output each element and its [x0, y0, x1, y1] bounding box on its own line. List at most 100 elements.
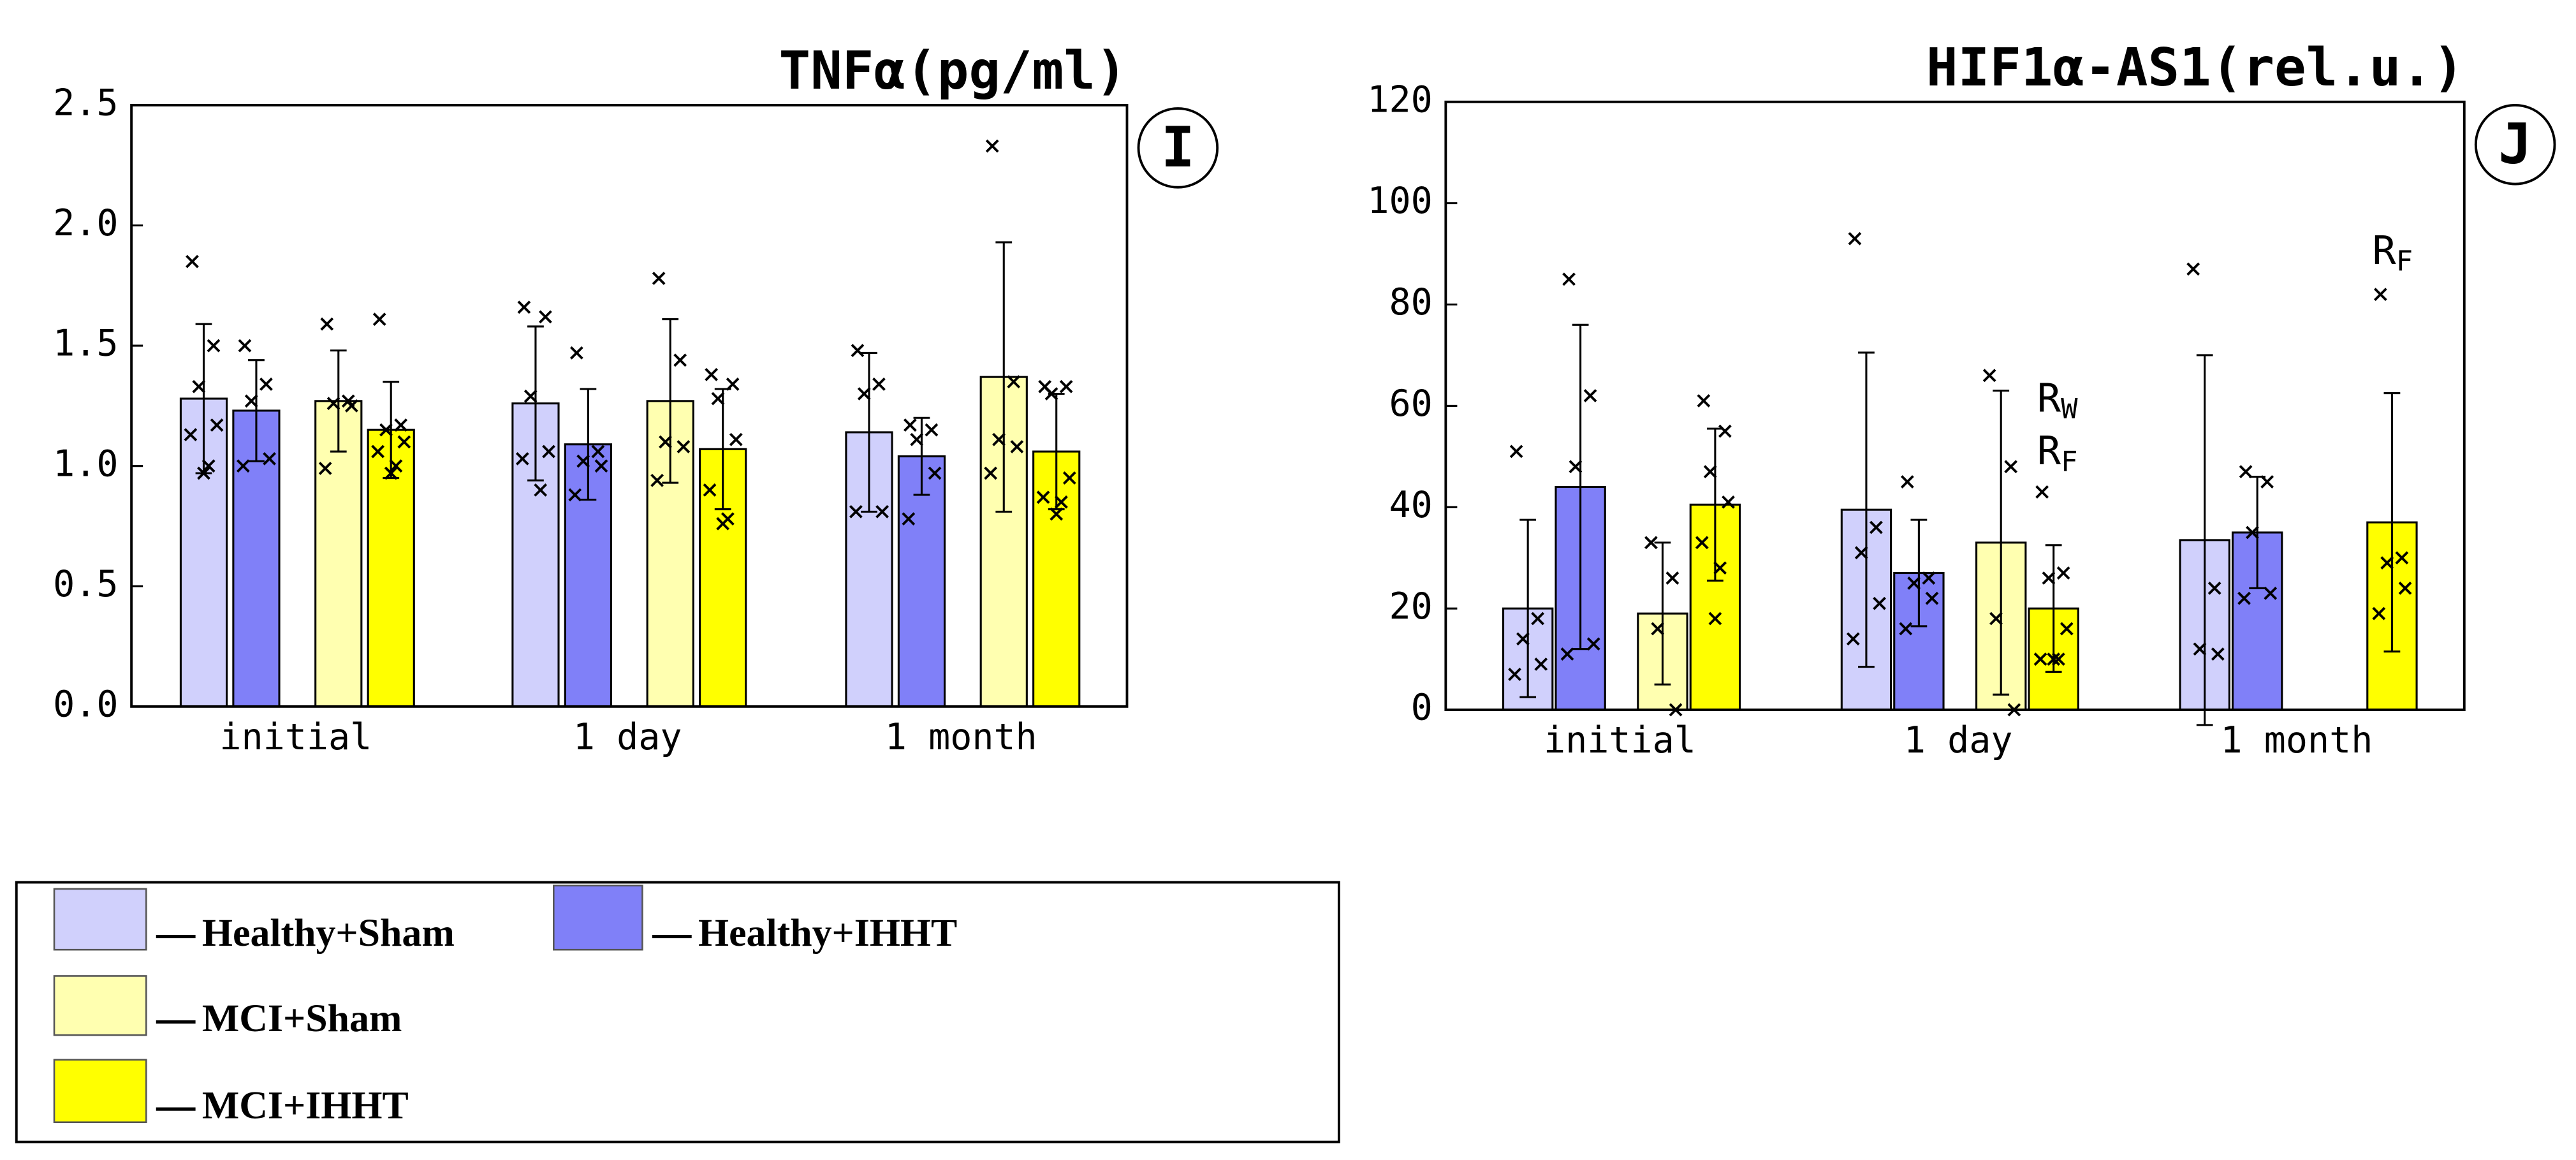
data-point: [726, 378, 740, 391]
panel-circle: [2474, 103, 2556, 186]
data-point: [1059, 379, 1073, 393]
data-point: [1062, 471, 1076, 485]
data-point: [517, 300, 531, 314]
data-point: [1722, 495, 1735, 509]
y-tick-label: 120: [1367, 78, 1432, 121]
data-point: [260, 378, 273, 391]
annotation-sub: F: [2396, 245, 2413, 277]
data-point: [192, 379, 206, 393]
data-point: [539, 310, 552, 324]
x-tick-label: 1 day: [573, 716, 682, 758]
data-point: [673, 353, 687, 367]
error-bar: [662, 318, 679, 484]
data-point: [659, 435, 672, 449]
annotation-sub: F: [2061, 446, 2077, 478]
data-point: [534, 483, 548, 497]
data-point: [2056, 566, 2070, 580]
data-point: [1922, 571, 1936, 585]
legend-swatch: [553, 885, 643, 951]
data-point: [1713, 561, 1727, 575]
error-bar: [2045, 544, 2062, 673]
y-tick-label: 100: [1367, 180, 1432, 222]
error-bar: [1858, 351, 1875, 668]
data-point: [379, 423, 393, 437]
data-point: [2047, 652, 2061, 666]
annotation: RF: [2373, 228, 2413, 277]
data-point: [851, 344, 865, 358]
data-point: [1697, 394, 1711, 407]
data-point: [568, 488, 582, 502]
y-tick-label: 0.5: [53, 563, 118, 605]
data-point: [1044, 387, 1058, 400]
annotation-label: R: [2373, 228, 2397, 274]
error-bar: [2383, 392, 2401, 653]
data-point: [1509, 444, 1523, 459]
data-point: [992, 432, 1006, 446]
data-point: [2035, 485, 2049, 499]
data-point: [2239, 465, 2253, 479]
legend-label: MCI+IHHT: [202, 1083, 409, 1127]
data-point: [1516, 632, 1530, 646]
data-point: [1586, 637, 1600, 651]
data-point: [1899, 622, 1913, 636]
data-point: [1873, 596, 1886, 610]
data-point: [184, 428, 198, 442]
error-bar: [1519, 518, 1537, 698]
data-point: [1055, 495, 1068, 509]
data-point: [1644, 536, 1658, 550]
data-point: [1508, 668, 1521, 681]
data-point: [703, 483, 717, 497]
data-point: [1534, 657, 1548, 671]
data-point: [1695, 536, 1709, 550]
legend-box: [15, 881, 1340, 1143]
data-point: [186, 254, 199, 268]
data-point: [542, 444, 555, 459]
data-point: [705, 367, 719, 381]
data-point: [1007, 375, 1021, 389]
data-point: [1651, 622, 1665, 636]
annotation-sub: W: [2061, 393, 2078, 425]
data-point: [984, 466, 998, 480]
data-point: [902, 512, 916, 526]
data-point: [318, 462, 332, 475]
data-point: [591, 444, 605, 459]
data-point: [2193, 642, 2207, 656]
data-point: [1718, 424, 1732, 438]
y-tick-label: 0.0: [53, 684, 118, 726]
data-point: [1907, 576, 1921, 590]
legend-label: Healthy+IHHT: [698, 911, 957, 955]
data-point: [2060, 622, 2074, 636]
data-point: [2374, 288, 2387, 302]
data-point: [515, 452, 529, 466]
data-point: [1870, 520, 1883, 534]
data-point: [875, 504, 889, 518]
data-point: [857, 387, 871, 400]
data-point: [650, 473, 664, 487]
data-point: [652, 272, 666, 285]
data-point: [197, 466, 210, 480]
data-point: [2033, 652, 2047, 666]
plot-frame: [130, 103, 1129, 708]
data-point: [2186, 262, 2200, 276]
error-bar: [1572, 323, 1589, 650]
data-point: [523, 389, 538, 403]
x-tick-label: 1 month: [885, 716, 1037, 758]
data-point: [1846, 632, 1860, 646]
y-tick-label: 60: [1389, 383, 1432, 425]
data-point: [729, 432, 743, 446]
error-bar: [580, 388, 597, 501]
error-bar: [527, 325, 544, 481]
error-bar: [330, 349, 347, 453]
data-point: [677, 440, 691, 453]
error-bar: [913, 416, 930, 496]
error-bar: [1993, 390, 2010, 696]
data-point: [1010, 440, 1024, 453]
legend-swatch: [53, 975, 147, 1036]
data-point: [371, 444, 384, 459]
data-point: [925, 423, 939, 437]
data-point: [594, 459, 608, 473]
chart-title: HIF1α-AS1(rel.u.): [1926, 37, 2464, 98]
data-point: [1050, 507, 1064, 521]
data-point: [210, 418, 224, 432]
